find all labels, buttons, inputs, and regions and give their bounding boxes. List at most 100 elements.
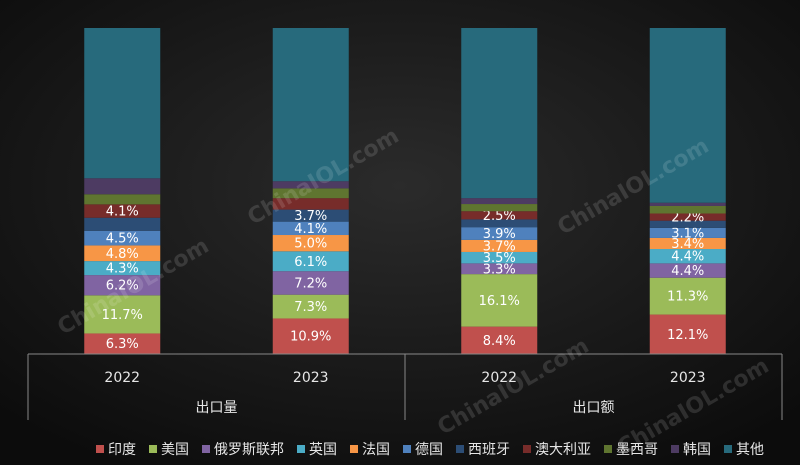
bar-segment bbox=[272, 209, 349, 222]
data-label: 3.3% bbox=[483, 262, 516, 277]
bar-segment bbox=[84, 178, 161, 195]
data-label: 8.4% bbox=[483, 334, 516, 349]
data-label: 6.2% bbox=[106, 279, 139, 294]
bar-segment bbox=[84, 230, 161, 246]
bar-segment bbox=[461, 211, 538, 220]
bar-segment bbox=[84, 194, 161, 205]
bar-segment bbox=[84, 217, 161, 231]
data-label: 4.5% bbox=[106, 232, 139, 247]
data-label: 4.4% bbox=[671, 264, 704, 279]
data-label: 7.3% bbox=[294, 300, 327, 315]
bar-segment bbox=[84, 245, 161, 262]
bar-segment bbox=[84, 275, 161, 296]
legend-swatch bbox=[604, 445, 612, 453]
bar-segment bbox=[649, 202, 726, 206]
x-tick-label: 2022 bbox=[481, 370, 517, 386]
data-label: 4.1% bbox=[106, 205, 139, 220]
bar-segment bbox=[84, 28, 161, 179]
data-label: 4.3% bbox=[106, 262, 139, 277]
bar-segment bbox=[272, 235, 349, 252]
legend-swatch bbox=[456, 445, 464, 453]
legend-label: 德国 bbox=[415, 442, 443, 458]
legend-swatch bbox=[297, 445, 305, 453]
bar-segment bbox=[461, 263, 538, 275]
data-label: 2.2% bbox=[671, 211, 704, 226]
legend-label: 俄罗斯联邦 bbox=[214, 442, 284, 458]
bar-segment bbox=[461, 204, 538, 212]
bar-segment bbox=[461, 227, 538, 240]
bar-segment bbox=[272, 251, 349, 272]
bar-segment bbox=[461, 28, 538, 199]
bar-segment bbox=[461, 219, 538, 228]
data-label: 4.4% bbox=[671, 250, 704, 265]
bar-segment bbox=[272, 188, 349, 199]
data-label: 11.3% bbox=[667, 290, 708, 305]
legend-label: 墨西哥 bbox=[616, 442, 658, 458]
bar-segment bbox=[649, 263, 726, 278]
bar-segment bbox=[461, 251, 538, 264]
bar-segment bbox=[649, 220, 726, 228]
data-label: 12.1% bbox=[667, 328, 708, 343]
bar-segment bbox=[461, 326, 538, 354]
data-label: 4.1% bbox=[294, 222, 327, 237]
data-label: 4.8% bbox=[106, 247, 139, 262]
legend-swatch bbox=[350, 445, 358, 453]
bar-segment bbox=[649, 28, 726, 203]
legend-label: 美国 bbox=[161, 442, 189, 458]
bar-segment bbox=[84, 333, 161, 354]
legend-label: 其他 bbox=[736, 442, 764, 458]
legend-swatch bbox=[523, 445, 531, 453]
legend-label: 韩国 bbox=[683, 442, 711, 458]
bar-segment bbox=[649, 277, 726, 315]
legend-swatch bbox=[403, 445, 411, 453]
group-label: 出口量 bbox=[196, 400, 238, 416]
bar-segment bbox=[649, 227, 726, 238]
bar-segment bbox=[84, 261, 161, 276]
data-label: 3.7% bbox=[294, 209, 327, 224]
data-label: 3.4% bbox=[671, 237, 704, 252]
x-tick-label: 2023 bbox=[670, 370, 706, 386]
legend-label: 英国 bbox=[309, 441, 337, 458]
data-label: 5.0% bbox=[294, 237, 327, 252]
data-label: 11.7% bbox=[102, 308, 143, 323]
legend-swatch bbox=[202, 445, 210, 453]
x-tick-label: 2023 bbox=[293, 370, 329, 386]
bar-segment bbox=[272, 198, 349, 210]
legend-swatch bbox=[149, 445, 157, 453]
data-label: 3.5% bbox=[483, 251, 516, 266]
x-tick-label: 2022 bbox=[104, 370, 140, 386]
data-label: 6.1% bbox=[294, 255, 327, 270]
legend-label: 澳大利亚 bbox=[535, 442, 591, 458]
bar-segment bbox=[84, 204, 161, 218]
bar-segment bbox=[461, 198, 538, 205]
bar-segment bbox=[272, 221, 349, 236]
bar-segment bbox=[272, 294, 349, 319]
bar-segment bbox=[649, 314, 726, 354]
data-label: 3.7% bbox=[483, 239, 516, 254]
bar-segment bbox=[272, 181, 349, 189]
legend-swatch bbox=[671, 445, 679, 453]
data-label: 2.5% bbox=[483, 209, 516, 224]
bar-segment bbox=[84, 295, 161, 334]
bar-segment bbox=[272, 271, 349, 295]
legend-label: 西班牙 bbox=[468, 442, 510, 458]
legend-swatch bbox=[96, 445, 104, 453]
data-label: 7.2% bbox=[294, 276, 327, 291]
legend-label: 法国 bbox=[362, 442, 390, 458]
bar-segment bbox=[272, 28, 349, 182]
bar-segment bbox=[461, 274, 538, 327]
legend-label: 印度 bbox=[108, 442, 136, 458]
legend-swatch bbox=[724, 445, 732, 453]
data-label: 6.3% bbox=[106, 337, 139, 352]
data-label: 16.1% bbox=[479, 294, 520, 309]
data-label: 3.1% bbox=[671, 226, 704, 241]
bar-segment bbox=[649, 249, 726, 264]
data-label: 3.9% bbox=[483, 227, 516, 242]
bar-segment bbox=[649, 205, 726, 214]
bar-segment bbox=[272, 318, 349, 354]
bar-segment bbox=[649, 237, 726, 250]
group-label: 出口额 bbox=[573, 400, 615, 416]
bar-segment bbox=[649, 213, 726, 221]
bar-segment bbox=[461, 239, 538, 252]
